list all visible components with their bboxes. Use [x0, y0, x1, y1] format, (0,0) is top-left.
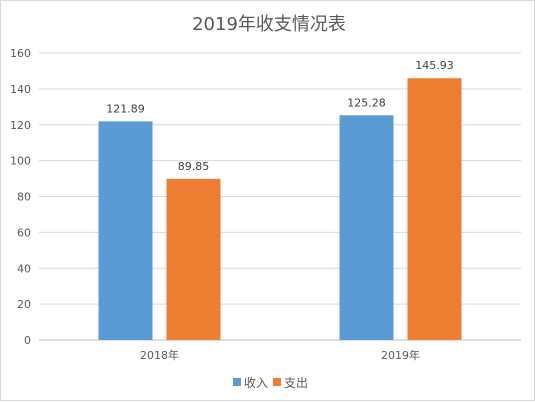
legend-label: 支出 — [284, 376, 308, 390]
y-tick-label: 0 — [24, 334, 31, 347]
x-category-label: 2018年 — [140, 348, 179, 362]
legend-swatch — [273, 378, 281, 386]
bars — [98, 78, 462, 341]
bar — [166, 178, 221, 340]
data-label: 125.28 — [347, 96, 386, 109]
y-tick-label: 100 — [10, 155, 31, 168]
x-axis-categories: 2018年 2019年 — [140, 348, 420, 362]
bar — [339, 115, 394, 341]
y-tick-label: 160 — [10, 47, 31, 60]
chart-title: 2019年收支情况表 — [192, 14, 346, 35]
y-tick-label: 20 — [17, 298, 31, 311]
x-category-label: 2019年 — [381, 348, 420, 362]
y-tick-label: 120 — [10, 119, 31, 132]
legend-swatch — [233, 378, 241, 386]
data-label: 89.85 — [178, 160, 210, 173]
legend-label: 收入 — [244, 376, 268, 390]
y-tick-label: 60 — [17, 226, 31, 239]
bar — [407, 78, 462, 340]
y-axis-ticks: 0 20 40 60 80 100 120 140 160 — [10, 47, 31, 347]
y-tick-label: 80 — [17, 191, 31, 204]
y-tick-label: 40 — [17, 262, 31, 275]
legend: 收入 支出 — [233, 376, 308, 390]
data-label: 121.89 — [106, 102, 145, 115]
y-tick-label: 140 — [10, 83, 31, 96]
data-labels: 121.89 89.85 125.28 145.93 — [106, 59, 454, 173]
bar — [98, 121, 153, 341]
data-label: 145.93 — [415, 59, 454, 72]
